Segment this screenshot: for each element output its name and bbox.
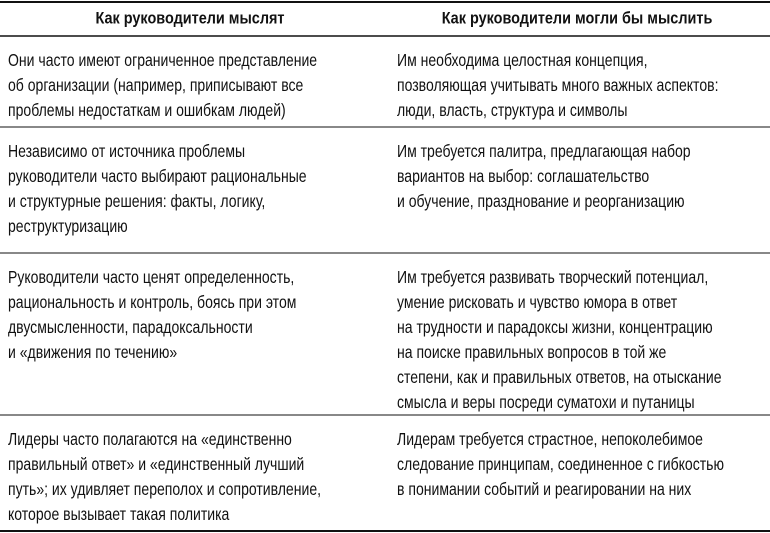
cell-text: следование принципам, соединенное с гибк… [397,454,724,474]
cell-text: Независимо от источника проблемы [8,141,245,161]
cell-text: двусмысленности, парадоксальности [8,317,253,337]
cell-text: Руководители часто ценят определенность, [8,267,294,287]
cell-text: путь»; их удивляет переполох и сопротивл… [8,479,321,499]
cell-text: люди, власть, структура и символы [397,100,627,120]
cell-text: Им необходима целостная концепция, [397,50,648,70]
cell-text: Лидеры часто полагаются на «единственно [8,429,292,449]
cell-text: в понимании событий и реагировании на ни… [397,479,691,499]
cell-text: Им требуется развивать творческий потенц… [397,267,708,287]
cell-text: на поиске правильных вопросов в той же [397,342,666,362]
cell-text: правильный ответ» и «единственный лучший [8,454,304,474]
cell-text: вариантов на выбор: соглашательство [397,166,649,186]
cell-text: рациональность и контроль, боясь при это… [8,292,296,312]
cell-text: на трудности и парадоксы жизни, концентр… [397,317,713,337]
cell-text: и структурные решения: факты, логику, [8,191,265,211]
cell-text: умение рисковать и чувство юмора в ответ [397,292,678,312]
cell-text: и обучение, празднование и реорганизацию [397,191,685,211]
cell-text: руководители часто выбирают рациональные [8,166,307,186]
cell-text: и «движения по течению» [8,342,177,362]
cell-text: позволяющая учитывать много важных аспек… [397,75,718,95]
cell-text: Они часто имеют ограниченное представлен… [8,50,317,70]
cell-text: степени, как и правильных ответов, на от… [397,367,722,387]
cell-text: реструктуризацию [8,216,128,236]
cell-text: которое вызывает такая политика [8,504,229,524]
cell-text: об организации (например, приписывают вс… [8,75,303,95]
column-header: Как руководители могли бы мыслить [442,9,713,27]
cell-text: Лидерам требуется страстное, непоколебим… [397,429,703,449]
cell-text: проблемы недостаткам и ошибкам людей) [8,100,286,120]
cell-text: Им требуется палитра, предлагающая набор [397,141,691,161]
column-header: Как руководители мыслят [95,9,284,27]
cell-text: смысла и веры посреди суматохи и путаниц… [397,392,695,412]
